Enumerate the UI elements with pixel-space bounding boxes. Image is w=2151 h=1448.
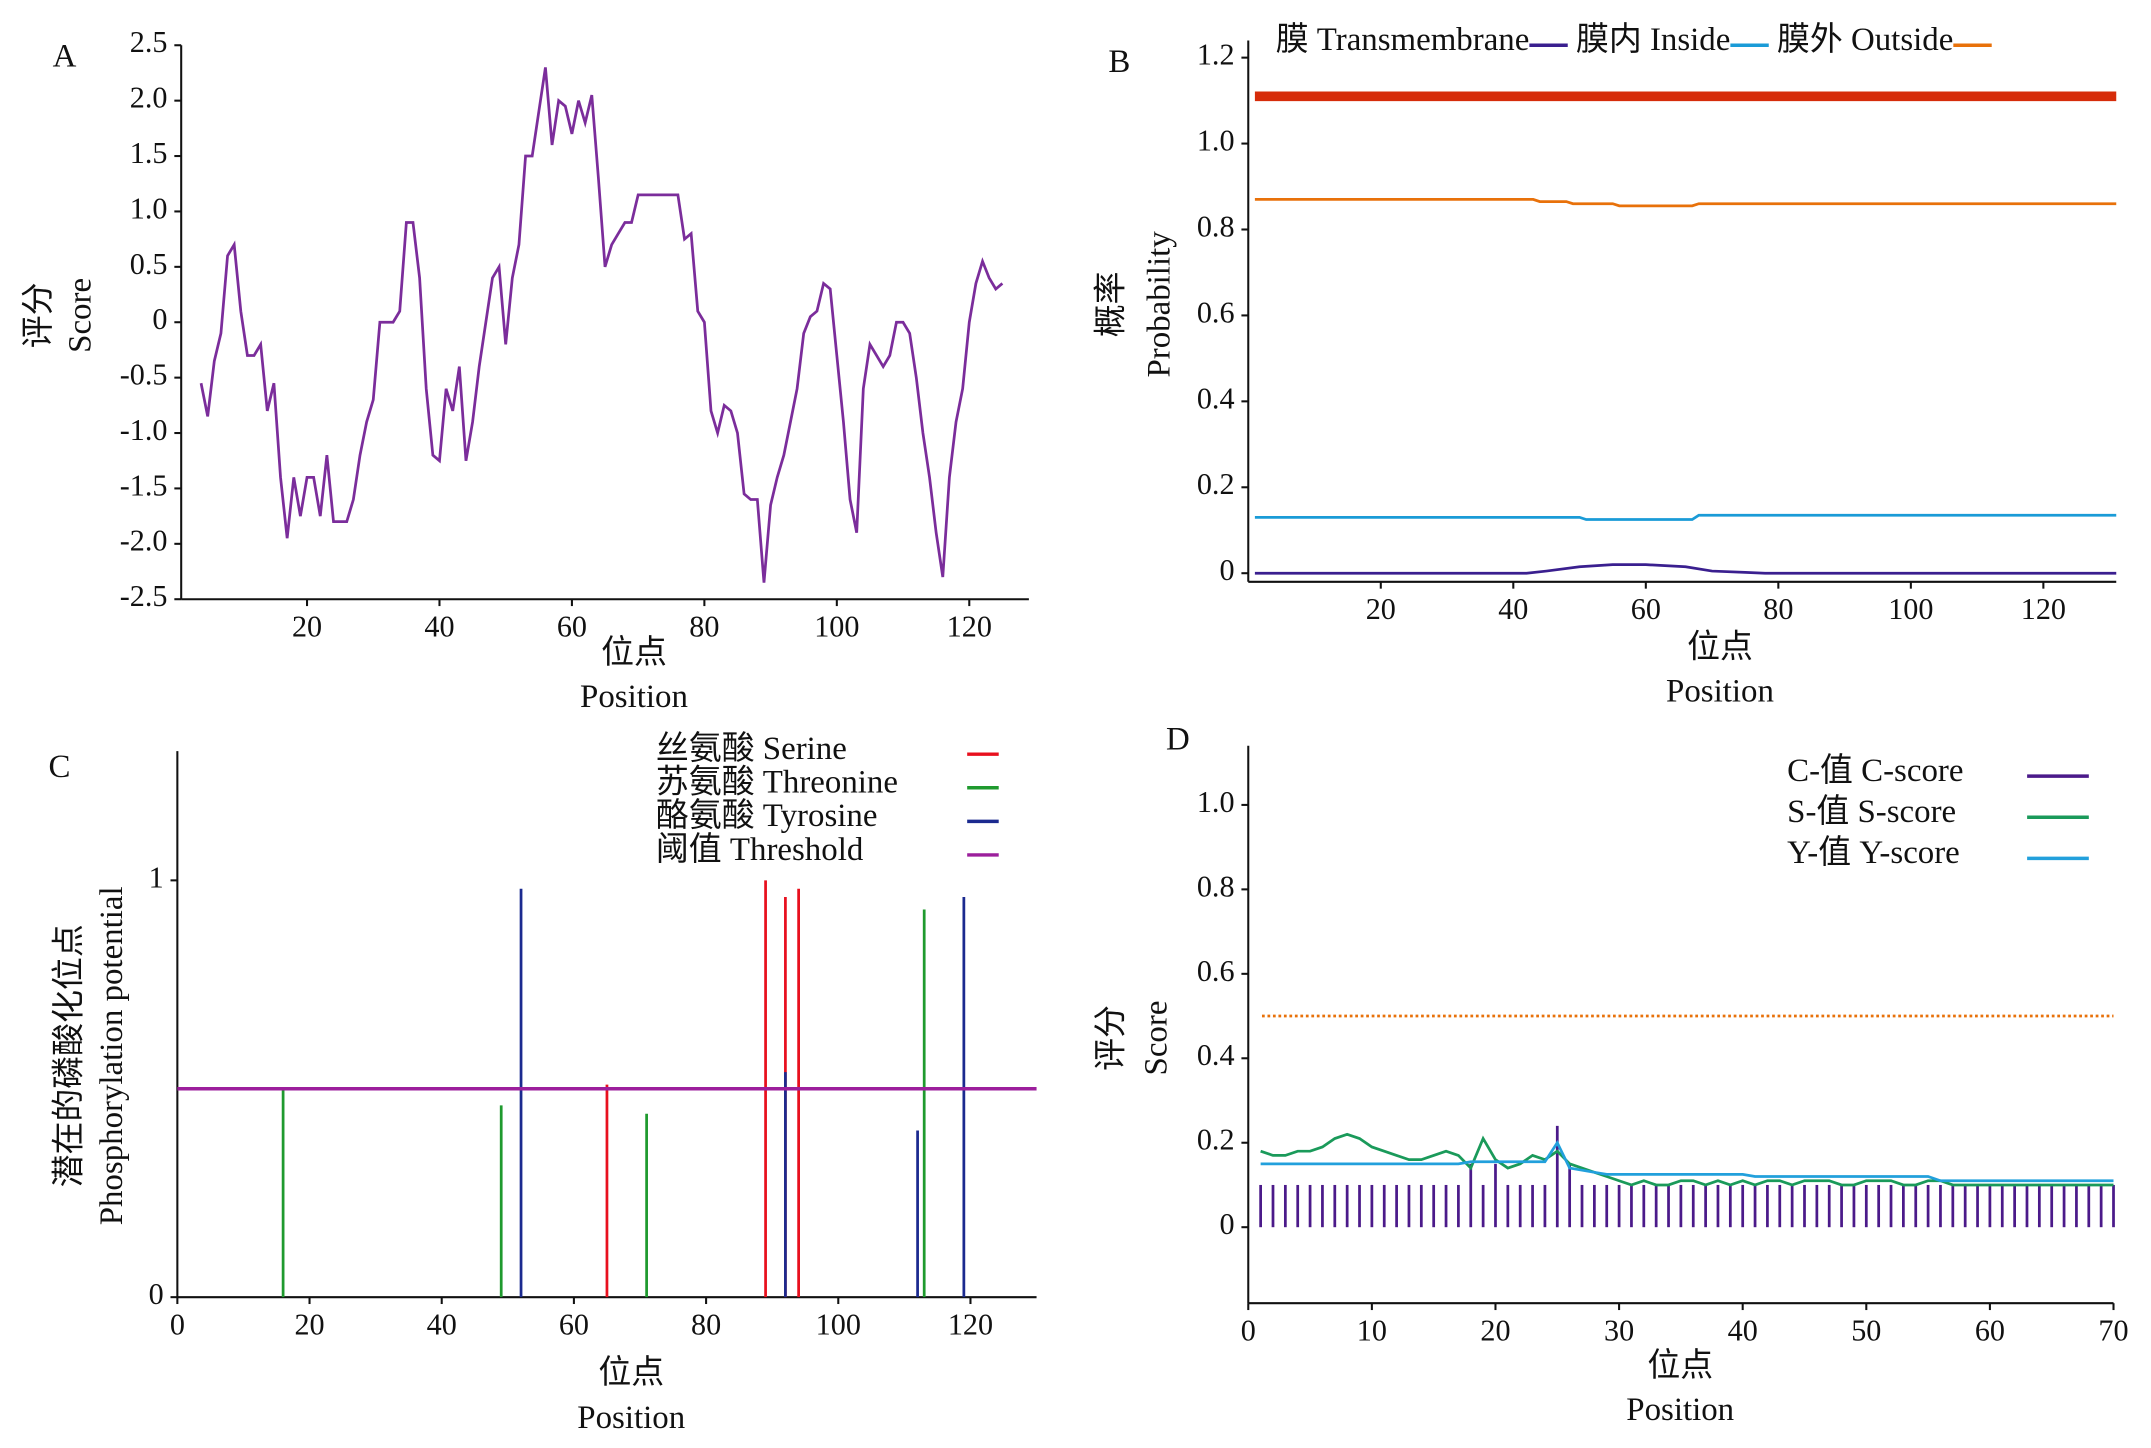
x-tick-label: 80	[689, 609, 719, 643]
x-tick-label: 60	[557, 609, 587, 643]
x-tick-label: 120	[947, 609, 992, 643]
x-tick-label: 100	[814, 609, 859, 643]
y-tick-label: -1.5	[120, 468, 168, 502]
x-tick-label: 0	[170, 1307, 185, 1341]
x-axis-label: 位点	[598, 1354, 664, 1391]
y-tick-label: 0	[1219, 553, 1234, 587]
x-tick-label: 60	[1975, 1313, 2005, 1347]
x-tick-label: 30	[1604, 1313, 1634, 1347]
x-tick-label: 0	[1241, 1313, 1256, 1347]
panel-letter: A	[53, 39, 77, 75]
y-tick-label: 0.2	[1197, 1123, 1235, 1157]
y-tick-label: 1.2	[1197, 38, 1235, 72]
legend-label: Y-值 Y-score	[1787, 834, 1960, 871]
x-tick-label: 40	[427, 1307, 457, 1341]
y-axis-label: Score	[1139, 1001, 1175, 1076]
x-tick-label: 80	[691, 1307, 721, 1341]
y-axis-label: 概率	[1092, 272, 1129, 338]
y-tick-label: 0.4	[1197, 1038, 1235, 1072]
y-tick-label: 0.8	[1197, 209, 1235, 243]
y-axis-label: Phosphorylation potential	[94, 886, 130, 1225]
series-line	[1254, 513, 2117, 521]
y-axis-label: 评分	[21, 282, 57, 348]
y-tick-label: 1	[149, 860, 164, 894]
series-line	[1254, 563, 2117, 575]
y-axis-label: 潜在的磷酸化位点	[50, 924, 87, 1187]
legend-label: 苏氨酸 Threonine	[656, 764, 898, 801]
legend-label: 膜外 Outside	[1777, 21, 1953, 58]
y-tick-label: -2.0	[120, 524, 168, 558]
panel-letter: D	[1166, 721, 1190, 757]
x-axis-label: Position	[577, 1400, 685, 1436]
x-tick-label: 100	[816, 1307, 861, 1341]
y-tick-label: 0.8	[1197, 869, 1235, 903]
x-axis-label: Position	[1626, 1392, 1734, 1428]
y-tick-label: 0.6	[1197, 954, 1235, 988]
series-line	[1260, 1139, 2114, 1183]
y-tick-label: 0.2	[1197, 467, 1235, 501]
x-axis-label: 位点	[1647, 1347, 1713, 1384]
x-tick-label: 70	[2098, 1313, 2128, 1347]
x-tick-label: 20	[1366, 592, 1396, 626]
y-axis-label: Probability	[1141, 231, 1177, 378]
legend-label: 阈值 Threshold	[656, 831, 864, 868]
y-tick-label: 0	[152, 302, 167, 336]
x-tick-label: 40	[424, 609, 454, 643]
legend-label: 丝氨酸 Serine	[656, 730, 847, 767]
panel-letter: C	[48, 749, 70, 785]
panel-letter: B	[1108, 44, 1130, 80]
y-tick-label: 1.0	[1197, 123, 1235, 157]
y-tick-label: 0.4	[1197, 381, 1235, 415]
x-tick-label: 120	[2021, 592, 2066, 626]
y-tick-label: -0.5	[120, 358, 168, 392]
x-tick-label: 50	[1851, 1313, 1881, 1347]
y-tick-label: 1.5	[130, 136, 168, 170]
x-axis-label: Position	[1666, 673, 1774, 709]
y-axis-label: 评分	[1093, 1005, 1129, 1071]
x-tick-label: 20	[292, 609, 322, 643]
legend-label: S-值 S-score	[1787, 793, 1956, 830]
x-tick-label: 20	[294, 1307, 324, 1341]
series-line	[199, 67, 1004, 583]
y-tick-label: -2.5	[120, 579, 168, 613]
x-tick-label: 20	[1480, 1313, 1510, 1347]
x-tick-label: 10	[1357, 1313, 1387, 1347]
legend-label: 膜 Transmembrane	[1276, 21, 1530, 58]
x-axis-label: 位点	[601, 634, 667, 671]
legend-label: 酪氨酸 Tyrosine	[656, 797, 878, 834]
y-tick-label: 1.0	[1197, 785, 1235, 819]
x-tick-label: 80	[1763, 592, 1793, 626]
legend-label: C-值 C-score	[1787, 752, 1963, 789]
x-tick-label: 120	[948, 1307, 993, 1341]
y-tick-label: -1.0	[120, 413, 168, 447]
y-tick-label: 2.5	[130, 25, 168, 59]
y-tick-label: 0	[1219, 1207, 1234, 1241]
x-tick-label: 100	[1888, 592, 1933, 626]
series-line	[1260, 1132, 2114, 1187]
x-axis-label: Position	[580, 679, 688, 715]
x-axis-label: 位点	[1687, 629, 1753, 666]
x-tick-label: 40	[1728, 1313, 1758, 1347]
y-tick-label: 0.5	[130, 247, 168, 281]
x-tick-label: 60	[1631, 592, 1661, 626]
x-tick-label: 40	[1498, 592, 1528, 626]
y-tick-label: 2.0	[130, 81, 168, 115]
y-tick-label: 0	[149, 1277, 164, 1311]
legend-label: 膜内 Inside	[1576, 21, 1730, 58]
y-axis-label: Score	[62, 278, 98, 353]
series-line	[1254, 198, 2117, 208]
x-tick-label: 60	[559, 1307, 589, 1341]
y-tick-label: 1.0	[130, 191, 168, 225]
y-tick-label: 0.6	[1197, 295, 1235, 329]
